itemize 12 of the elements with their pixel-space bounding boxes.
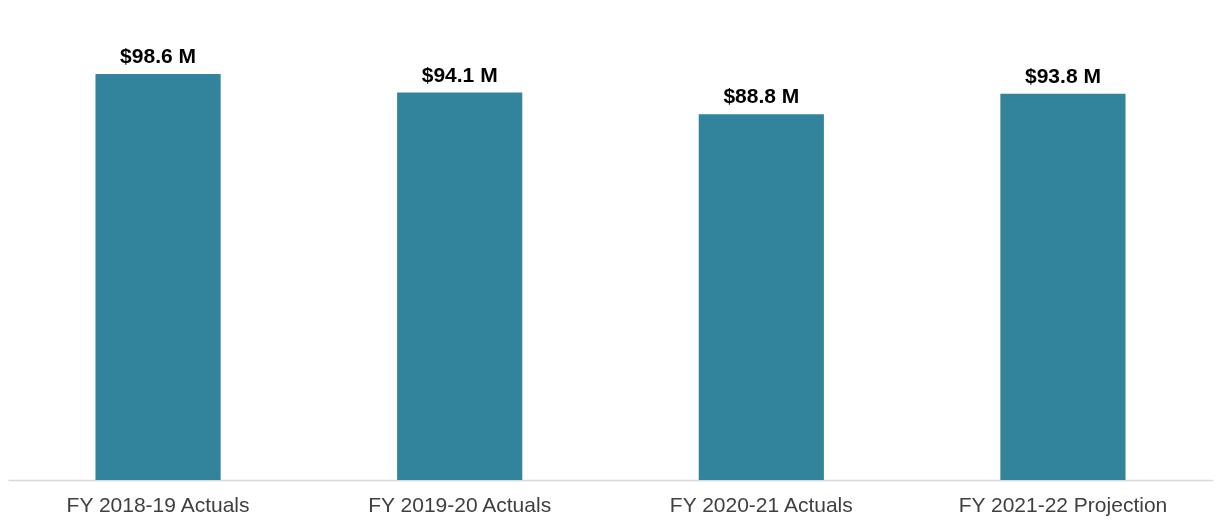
bar bbox=[698, 114, 824, 480]
data-label: $94.1 M bbox=[421, 62, 498, 86]
bar bbox=[1000, 93, 1126, 480]
data-label: $98.6 M bbox=[120, 44, 196, 67]
x-tick-label: FY 2020-21 Actuals bbox=[669, 492, 853, 516]
data-label: $88.8 M bbox=[723, 84, 800, 108]
bar bbox=[95, 74, 221, 480]
bar bbox=[397, 92, 523, 480]
x-tick-label: FY 2019-20 Actuals bbox=[368, 492, 552, 516]
x-tick-label: FY 2018-19 Actuals bbox=[66, 492, 250, 516]
data-label: $93.8 M bbox=[1025, 63, 1101, 87]
x-tick-label: FY 2021-22 Projection bbox=[958, 492, 1168, 516]
